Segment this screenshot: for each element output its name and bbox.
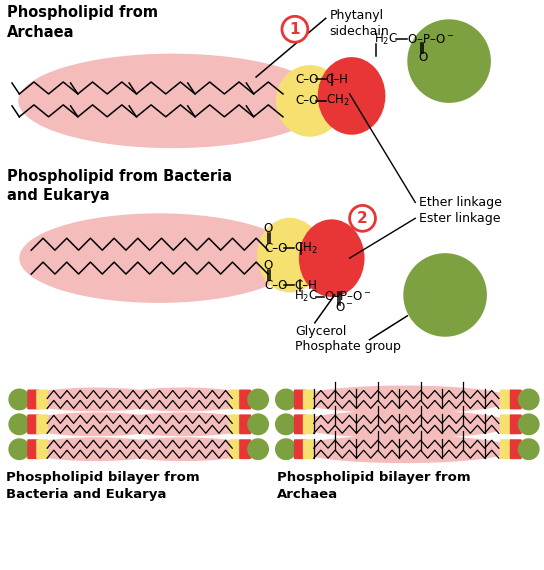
Ellipse shape [295, 435, 514, 463]
Ellipse shape [318, 57, 385, 135]
Text: 1: 1 [289, 22, 300, 36]
FancyBboxPatch shape [27, 439, 39, 459]
Text: C–H: C–H [326, 72, 349, 86]
Ellipse shape [257, 218, 323, 292]
Circle shape [518, 389, 540, 410]
Text: Ether linkage: Ether linkage [419, 196, 502, 209]
FancyBboxPatch shape [239, 389, 251, 409]
FancyBboxPatch shape [294, 439, 306, 459]
Text: C–H: C–H [294, 279, 317, 291]
Circle shape [407, 19, 491, 103]
Text: O–P–O$^-$: O–P–O$^-$ [407, 32, 454, 46]
FancyBboxPatch shape [27, 389, 39, 409]
FancyBboxPatch shape [500, 439, 512, 459]
Text: CH$_2$: CH$_2$ [326, 93, 349, 108]
Text: Phospholipid from
Archaea: Phospholipid from Archaea [8, 5, 158, 40]
Ellipse shape [22, 437, 170, 461]
Text: O: O [263, 259, 273, 271]
FancyBboxPatch shape [303, 389, 315, 409]
Circle shape [518, 438, 540, 460]
Circle shape [247, 413, 269, 435]
Circle shape [247, 389, 269, 410]
Circle shape [275, 413, 297, 435]
Text: C–O: C–O [295, 95, 318, 107]
Ellipse shape [299, 219, 364, 297]
Circle shape [350, 205, 375, 231]
Text: Phospholipid from Bacteria
and Eukarya: Phospholipid from Bacteria and Eukarya [8, 169, 232, 203]
Circle shape [275, 389, 297, 410]
Ellipse shape [110, 437, 257, 461]
Circle shape [8, 438, 30, 460]
Text: Phospholipid bilayer from
Archaea: Phospholipid bilayer from Archaea [277, 471, 471, 501]
Ellipse shape [295, 385, 514, 413]
Text: Ester linkage: Ester linkage [419, 212, 500, 225]
FancyBboxPatch shape [239, 439, 251, 459]
Text: Glycerol: Glycerol [295, 325, 347, 338]
FancyBboxPatch shape [294, 389, 306, 409]
Ellipse shape [276, 65, 344, 137]
FancyBboxPatch shape [229, 414, 241, 434]
Text: Phosphate group: Phosphate group [295, 340, 401, 353]
Ellipse shape [19, 213, 298, 303]
Text: C–O: C–O [295, 72, 318, 86]
Ellipse shape [110, 388, 257, 412]
Ellipse shape [22, 388, 170, 412]
FancyBboxPatch shape [303, 439, 315, 459]
Text: C–O: C–O [264, 242, 287, 255]
Text: H$_2$C: H$_2$C [374, 32, 399, 47]
FancyBboxPatch shape [500, 414, 512, 434]
Text: O–P–O$^-$: O–P–O$^-$ [324, 291, 371, 303]
Ellipse shape [18, 54, 327, 148]
FancyBboxPatch shape [294, 414, 306, 434]
Circle shape [403, 253, 487, 337]
Ellipse shape [295, 410, 514, 438]
Text: H$_2$C: H$_2$C [294, 290, 318, 304]
Text: O: O [418, 51, 428, 64]
Circle shape [518, 413, 540, 435]
FancyBboxPatch shape [36, 389, 48, 409]
Text: CH$_2$: CH$_2$ [294, 241, 318, 256]
Text: C–O: C–O [264, 279, 287, 291]
Circle shape [247, 438, 269, 460]
Text: Phytanyl
sidechain: Phytanyl sidechain [330, 9, 390, 38]
Ellipse shape [22, 412, 170, 436]
FancyBboxPatch shape [303, 414, 315, 434]
FancyBboxPatch shape [229, 389, 241, 409]
FancyBboxPatch shape [36, 414, 48, 434]
Circle shape [282, 17, 308, 42]
Circle shape [8, 413, 30, 435]
FancyBboxPatch shape [27, 414, 39, 434]
Circle shape [275, 438, 297, 460]
Ellipse shape [110, 412, 257, 436]
FancyBboxPatch shape [510, 414, 522, 434]
Text: O$^-$: O$^-$ [335, 302, 354, 315]
FancyBboxPatch shape [239, 414, 251, 434]
FancyBboxPatch shape [36, 439, 48, 459]
Text: O: O [263, 222, 273, 235]
FancyBboxPatch shape [510, 439, 522, 459]
FancyBboxPatch shape [510, 389, 522, 409]
FancyBboxPatch shape [229, 439, 241, 459]
FancyBboxPatch shape [500, 389, 512, 409]
Circle shape [8, 389, 30, 410]
Text: 2: 2 [357, 211, 368, 226]
Text: Phospholipid bilayer from
Bacteria and Eukarya: Phospholipid bilayer from Bacteria and E… [7, 471, 200, 501]
